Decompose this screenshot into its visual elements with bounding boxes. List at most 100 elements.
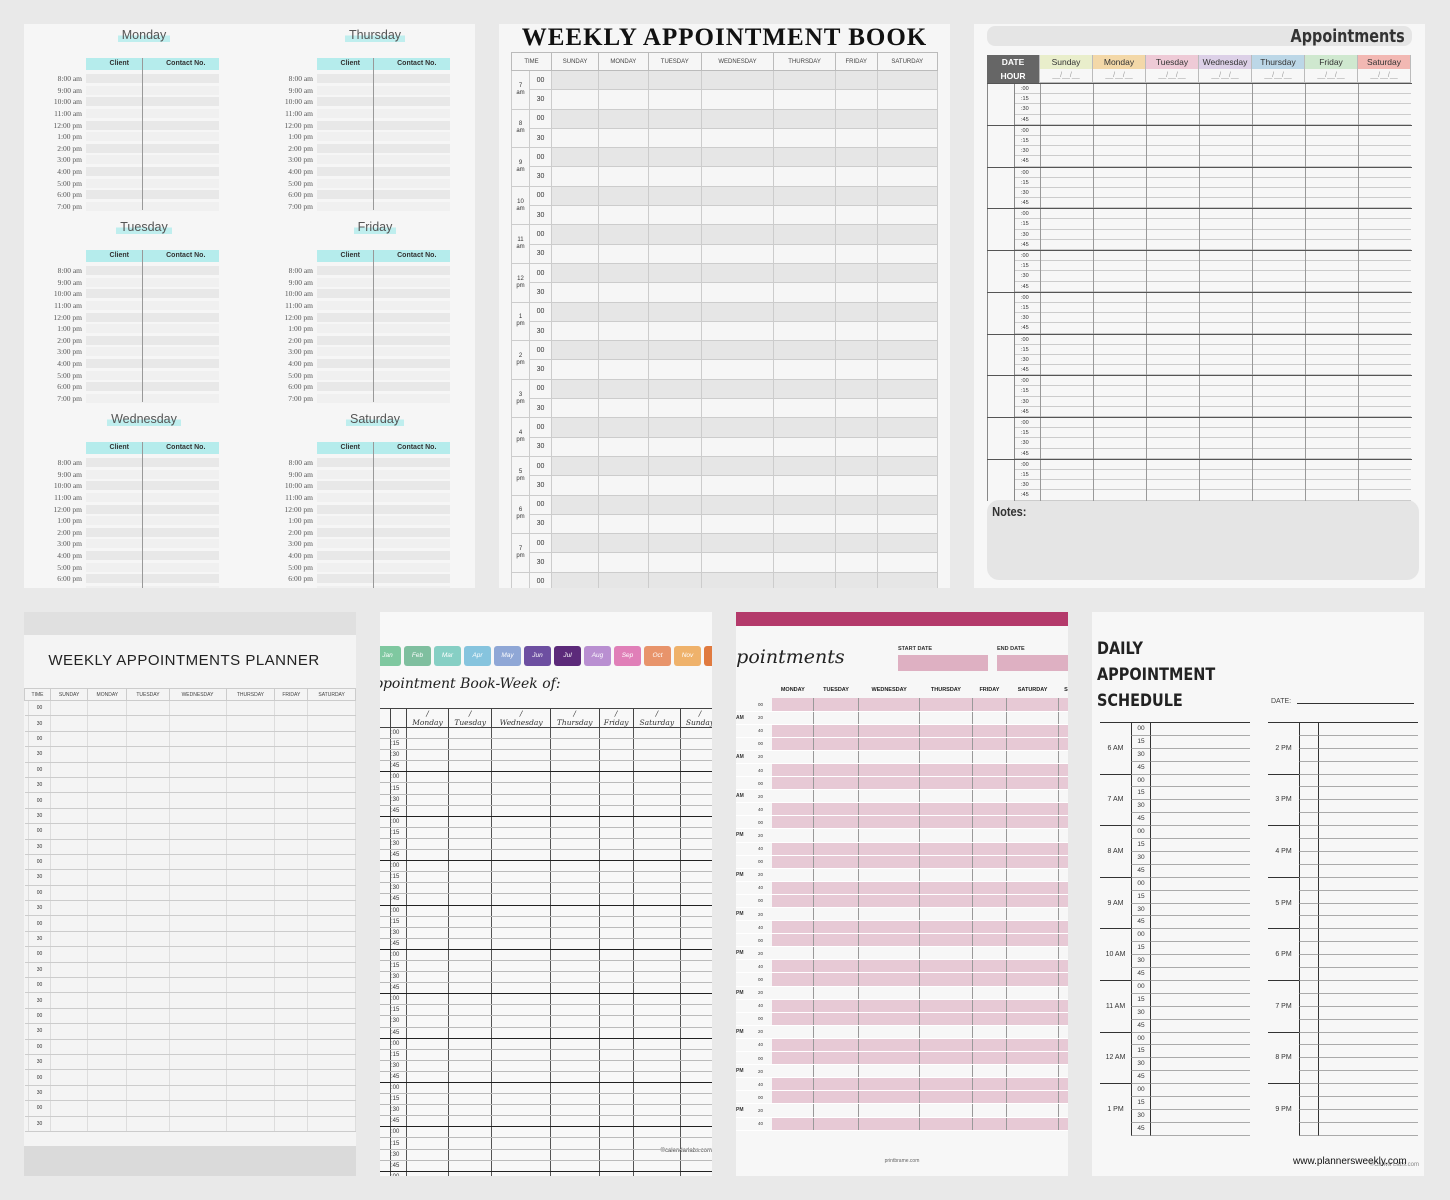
- minute-label: 30: [1131, 903, 1151, 917]
- entry-line: [1319, 775, 1418, 788]
- month-tab[interactable]: Dec: [704, 646, 712, 666]
- planner-thumbnail-appointments-quarter-hour[interactable]: Appointments Notes: DATE Sunday Monday Tues…: [974, 24, 1425, 588]
- hour-label: [736, 1038, 758, 1053]
- hour-label: 8 am: [511, 108, 530, 149]
- month-tab[interactable]: Feb: [404, 646, 431, 666]
- entry-line: [86, 190, 219, 200]
- slot-cell: [1306, 323, 1358, 334]
- day-block: Wednesday Client Contact No. 8:00 am 9:00 am…: [24, 412, 224, 588]
- slot-cell: [491, 749, 551, 762]
- entry-line: [1151, 1097, 1250, 1110]
- hour-block: 9 AM 00 15 30 45: [1100, 876, 1250, 930]
- planner-title: WEEKLY APPOINTMENTS PLANNER: [48, 652, 320, 669]
- date-slot: /: [468, 709, 472, 718]
- entry-line: [1319, 1033, 1418, 1046]
- hour-label: [736, 920, 758, 935]
- slot-cell: [772, 1038, 815, 1053]
- slot-cell: [1306, 335, 1358, 345]
- slot-cell: [226, 1100, 276, 1117]
- month-tab[interactable]: Sep: [614, 646, 641, 666]
- day-slots: [1252, 84, 1305, 125]
- planner-thumbnail-appointment-book-week-of[interactable]: ppointment Book-Week of: ©calendarlabs.c…: [380, 612, 712, 1176]
- slot-cell: [550, 552, 600, 573]
- month-tab[interactable]: Jul: [554, 646, 581, 666]
- slot-cell: [1253, 261, 1305, 272]
- slot-cell: [599, 938, 634, 950]
- time-label: 9:00 am: [57, 85, 82, 95]
- slot-cell: [550, 760, 600, 773]
- slot-cell: [598, 243, 649, 264]
- month-tab[interactable]: May: [494, 646, 521, 666]
- slot-cell: [1253, 345, 1305, 355]
- slot-cell: [307, 1069, 356, 1086]
- entry-line: [317, 516, 450, 526]
- month-tab[interactable]: Jan: [380, 646, 401, 666]
- slot-cell: [1306, 490, 1358, 501]
- entry-line: [86, 458, 219, 468]
- slot-cell: [919, 842, 973, 856]
- slot-cell: [813, 959, 859, 974]
- slot-cell: [491, 1171, 551, 1176]
- month-tab[interactable]: Mar: [434, 646, 461, 666]
- time-row: 6:00 pm: [24, 189, 224, 201]
- slot-cell: [491, 794, 551, 806]
- slot-cell: [680, 1004, 712, 1017]
- slot-cell: [1058, 894, 1068, 909]
- month-tab[interactable]: Apr: [464, 646, 491, 666]
- slot-cell: [876, 378, 939, 400]
- minute-label: 00: [529, 340, 552, 361]
- day-slots: [1146, 209, 1199, 250]
- month-tab[interactable]: Oct: [644, 646, 671, 666]
- planner-thumbnail-pink-appointments[interactable]: ppointments START DATE END DATE printbra…: [736, 612, 1068, 1176]
- slot-cell: [1041, 323, 1093, 334]
- slot-cell: [1147, 460, 1199, 470]
- end-date-field: [997, 655, 1068, 671]
- planner-thumbnail-daily-client-list[interactable]: Monday Client Contact No. 8:00 am 9:00 am 10:…: [24, 24, 475, 588]
- slot-cell: [858, 959, 921, 974]
- minute-column: 00 15 30 45: [1131, 1084, 1151, 1136]
- slot-cell: [633, 727, 681, 740]
- hour-meridiem: am: [516, 128, 525, 135]
- column-header: WEDNESDAY: [168, 688, 227, 701]
- month-tab[interactable]: Aug: [584, 646, 611, 666]
- time-row: 4:00 pm: [24, 166, 224, 178]
- slot-cell: [1147, 198, 1199, 209]
- entry-line: [317, 132, 450, 142]
- entry-line: [86, 539, 219, 549]
- slot-cell: [858, 1103, 921, 1118]
- slot-cell: [126, 946, 170, 963]
- slot-cell: [1094, 261, 1146, 272]
- planner-thumbnail-weekly-appointments-planner[interactable]: WEEKLY APPOINTMENTS PLANNER TIME SUNDAY MO…: [24, 612, 356, 1176]
- slot-cell: [448, 849, 493, 862]
- month-tab[interactable]: Nov: [674, 646, 701, 666]
- hour-meridiem: am: [516, 244, 525, 251]
- slot-cell: [87, 977, 128, 994]
- planner-thumbnail-daily-appointment-schedule[interactable]: DAILY APPOINTMENT SCHEDULE DATE: ©Canva …: [1092, 612, 1424, 1176]
- planner-thumbnail-weekly-appointment-book[interactable]: WEEKLY APPOINTMENT BOOK TIME SUNDAY MONDAY…: [499, 24, 950, 588]
- hour-number: 10: [517, 198, 524, 205]
- hour-cell: [24, 1116, 29, 1132]
- slot-cell: [169, 1116, 227, 1132]
- time-row: 10:00 am: [255, 96, 455, 108]
- slot-cell: [680, 794, 712, 806]
- slot-cell: [491, 1160, 551, 1172]
- slot-cell: [1147, 168, 1199, 178]
- slot-cell: [1147, 428, 1199, 439]
- slot-cell: [813, 1090, 859, 1105]
- slot-cell: [773, 224, 836, 245]
- slot-cell: [1058, 999, 1068, 1013]
- month-tab[interactable]: Jun: [524, 646, 551, 666]
- hour-cell: [380, 1015, 391, 1028]
- slot-cell: [1006, 776, 1059, 791]
- slot-cell: [919, 1077, 973, 1092]
- slot-cell: [550, 849, 600, 862]
- slot-cell: [834, 436, 878, 457]
- site-watermark[interactable]: www.plannersweekly.com: [1293, 1156, 1407, 1167]
- slot-cell: [87, 1039, 128, 1055]
- slot-cell: [972, 1103, 1008, 1118]
- minute-label: 15: [1131, 735, 1151, 749]
- entry-line: [86, 301, 219, 311]
- slot-cell: [1041, 219, 1093, 230]
- minute-label: [1299, 1032, 1319, 1046]
- slot-cell: [647, 224, 702, 245]
